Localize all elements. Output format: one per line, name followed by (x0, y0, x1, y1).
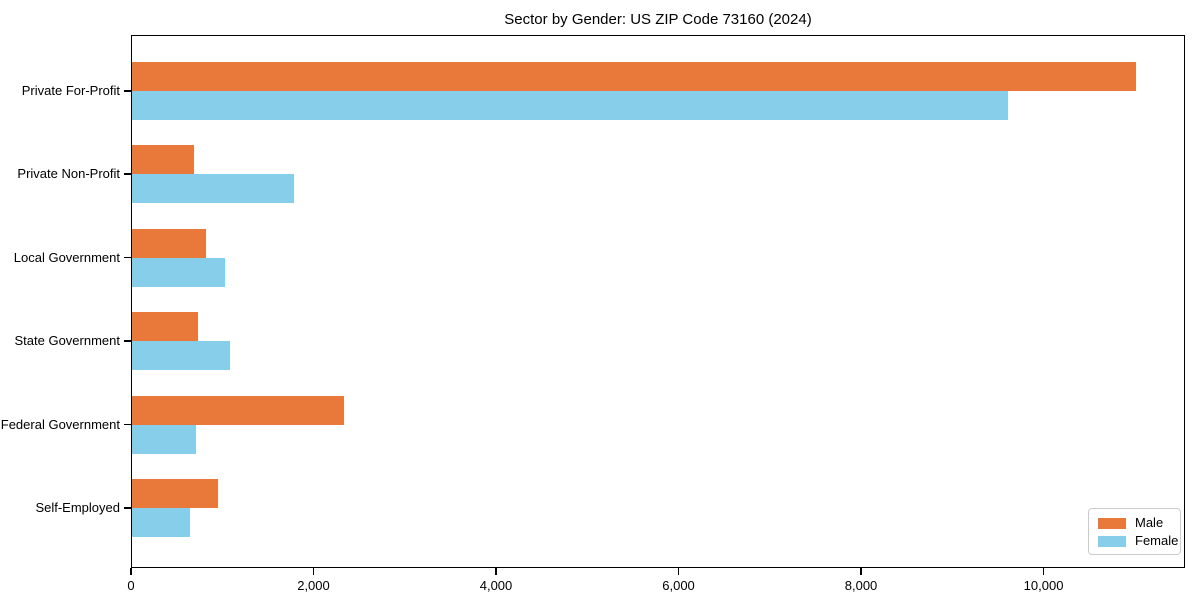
x-axis-tick (130, 568, 132, 575)
legend-swatch-male (1098, 517, 1126, 529)
x-tick-label: 10,000 (1023, 578, 1064, 593)
y-tick-label: Local Government (13, 249, 120, 265)
x-axis-tick (677, 568, 680, 575)
legend-label: Female (1135, 533, 1179, 548)
y-axis-tick (124, 256, 131, 259)
y-tick-label: Private For-Profit (21, 83, 120, 98)
y-tick-label: State Government (14, 333, 121, 349)
chart-title: Sector by Gender: US ZIP Code 73160 (202… (504, 11, 812, 28)
bar-female-private-non-profit (132, 174, 295, 204)
x-tick-label: 6,000 (662, 578, 695, 593)
legend-label: Male (1135, 515, 1164, 530)
bar-female-federal-government (132, 424, 196, 454)
bar-male-private-for-profit (132, 62, 1136, 91)
bar-male-federal-government (132, 395, 344, 425)
bar-male-private-non-profit (132, 145, 194, 175)
bar-female-private-for-profit (132, 91, 1009, 120)
legend: Male Female (1088, 508, 1181, 555)
bar-male-state-government (132, 312, 199, 342)
x-axis-tick (312, 568, 315, 575)
legend-swatch-female (1098, 535, 1126, 547)
y-tick-label: Federal Government (0, 416, 120, 432)
legend-entry-male: Male (1098, 515, 1172, 531)
x-axis-tick (1042, 568, 1045, 575)
x-tick-label: 0 (127, 578, 135, 593)
x-tick-label: 2,000 (297, 578, 330, 593)
bar-female-state-government (132, 341, 231, 371)
bar-female-self-employed (132, 508, 190, 537)
bar-male-local-government (132, 228, 207, 258)
y-tick-label: Self-Employed (35, 500, 120, 515)
x-axis-tick (860, 568, 862, 575)
x-tick-label: 8,000 (844, 578, 878, 593)
bar-male-self-employed (132, 479, 219, 508)
y-axis-tick (124, 507, 131, 509)
y-axis-tick (124, 90, 131, 92)
y-axis-tick (124, 340, 131, 342)
bar-female-local-government (132, 257, 226, 287)
y-axis-tick (124, 173, 131, 175)
x-axis-tick (495, 568, 497, 575)
y-axis-tick (124, 423, 131, 426)
legend-entry-female: Female (1098, 533, 1178, 549)
x-tick-label: 4,000 (479, 578, 513, 593)
y-tick-label: Private Non-Profit (17, 166, 120, 182)
plot-area: Male Female (131, 35, 1185, 568)
